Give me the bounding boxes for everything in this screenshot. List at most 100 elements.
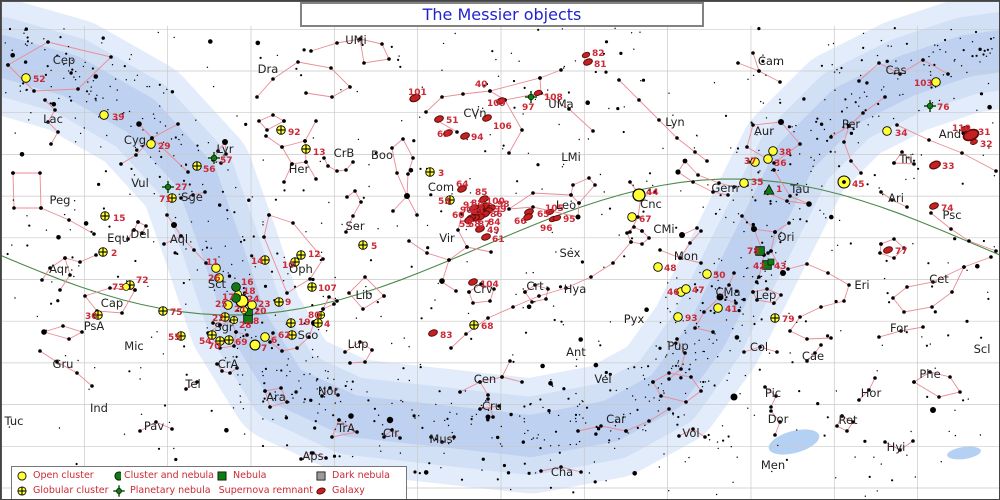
constellation-label-CrB: CrB bbox=[334, 146, 355, 160]
legend-item-nebula: Nebula bbox=[214, 469, 313, 483]
constellation-line-Crt bbox=[524, 284, 549, 303]
messier-label-M96: 96 bbox=[540, 224, 553, 234]
constellation-label-Ari: Ari bbox=[888, 191, 904, 205]
constellation-label-Cep: Cep bbox=[53, 53, 75, 67]
messier-object-M63 bbox=[443, 129, 453, 137]
constellation-line-Peg bbox=[12, 172, 42, 209]
legend-label: Galaxy bbox=[332, 485, 365, 496]
constellation-label-CMi: CMi bbox=[653, 222, 674, 236]
constellation-label-Col: Col bbox=[750, 340, 768, 354]
messier-label-M34: 34 bbox=[895, 129, 908, 139]
constellation-label-Boo: Boo bbox=[371, 148, 393, 162]
open-cluster-icon bbox=[17, 470, 27, 481]
constellation-label-Cyg: Cyg bbox=[124, 133, 146, 147]
ecliptic-line bbox=[1, 178, 999, 316]
constellation-label-Gru: Gru bbox=[53, 357, 74, 371]
constellation-line-Cap bbox=[84, 287, 136, 314]
messier-label-M18: 18 bbox=[243, 287, 256, 297]
messier-object-M66 bbox=[523, 213, 533, 221]
constellation-label-Vul: Vul bbox=[131, 176, 149, 190]
messier-label-M107: 107 bbox=[318, 284, 337, 294]
constellation-line-Boo bbox=[392, 195, 408, 212]
messier-label-M84: 84 bbox=[488, 218, 501, 228]
constellation-label-Hyi: Hyi bbox=[887, 440, 906, 454]
messier-label-M39: 39 bbox=[112, 113, 125, 123]
messier-label-M81: 81 bbox=[594, 60, 607, 70]
messier-label-M42: 42 bbox=[753, 262, 766, 272]
messier-label-M62: 62 bbox=[278, 331, 291, 341]
messier-object-M47 bbox=[681, 284, 691, 294]
legend-label: Supernova remnant bbox=[218, 485, 313, 496]
constellation-label-Her: Her bbox=[289, 162, 310, 176]
messier-label-M93: 93 bbox=[685, 314, 698, 324]
messier-label-M89: 89 bbox=[471, 207, 484, 217]
constellation-label-Ant: Ant bbox=[566, 345, 586, 359]
constellation-label-Cap: Cap bbox=[101, 296, 123, 310]
constellation-label-Men: Men bbox=[761, 458, 785, 472]
messier-object-M68 bbox=[469, 320, 479, 330]
messier-label-M29: 29 bbox=[158, 142, 171, 152]
messier-object-M105 bbox=[545, 208, 555, 216]
constellation-label-Sct: Sct bbox=[208, 277, 227, 291]
messier-object-M37 bbox=[750, 157, 760, 167]
messier-object-M25 bbox=[223, 300, 233, 310]
messier-label-M2: 2 bbox=[111, 249, 117, 259]
legend-item-open-cluster: Open cluster bbox=[14, 469, 111, 483]
messier-label-M106: 106 bbox=[493, 122, 512, 132]
messier-label-M65: 65 bbox=[537, 210, 550, 220]
constellation-label-Aps: Aps bbox=[302, 449, 323, 463]
messier-object-M101 bbox=[409, 93, 421, 103]
messier-label-M14: 14 bbox=[251, 257, 264, 267]
constellation-line-Aur bbox=[746, 121, 801, 164]
messier-object-M1 bbox=[763, 184, 775, 195]
messier-object-M6 bbox=[260, 332, 270, 342]
messier-object-M40 bbox=[482, 82, 489, 88]
messier-objects bbox=[21, 51, 980, 351]
messier-object-M64 bbox=[457, 185, 467, 193]
constellation-line-Boo bbox=[406, 195, 418, 216]
messier-label-M92: 92 bbox=[288, 128, 301, 138]
constellation-label-Aql: Aql bbox=[170, 232, 188, 246]
constellation-line-Peg bbox=[40, 207, 95, 235]
messier-object-M44 bbox=[632, 188, 646, 202]
constellation-line-Phe bbox=[913, 371, 961, 398]
messier-object-M57 bbox=[208, 152, 220, 164]
messier-object-M12 bbox=[296, 250, 306, 260]
constellation-line-Vir bbox=[441, 246, 492, 283]
messier-label-M35: 35 bbox=[751, 178, 764, 188]
messier-label-M26: 26 bbox=[208, 274, 221, 284]
constellation-label-Car: Car bbox=[606, 412, 626, 426]
constellation-label-Tri: Tri bbox=[898, 152, 912, 166]
messier-object-M55 bbox=[176, 331, 186, 341]
messier-object-M16 bbox=[231, 282, 241, 292]
constellation-line-Aql bbox=[163, 235, 182, 245]
constellation-line-Cen bbox=[501, 360, 511, 378]
messier-label-M38: 38 bbox=[779, 148, 792, 158]
messier-object-M10 bbox=[290, 257, 300, 267]
messier-object-M29 bbox=[146, 139, 156, 149]
constellation-line-Gem bbox=[677, 171, 729, 196]
legend-item-cluster-and-nebula: Cluster and nebula bbox=[111, 469, 214, 483]
messier-object-M7 bbox=[249, 339, 261, 351]
messier-object-M61 bbox=[481, 233, 491, 241]
messier-label-M80: 80 bbox=[308, 311, 321, 321]
constellation-line-Her bbox=[304, 120, 317, 142]
constellation-label-Hya: Hya bbox=[564, 282, 587, 296]
messier-object-M103 bbox=[931, 77, 941, 87]
messier-label-M108: 108 bbox=[544, 93, 563, 103]
constellation-line-Crv bbox=[468, 283, 495, 304]
constellation-label-Eri: Eri bbox=[854, 278, 869, 292]
dark-nebula-icon bbox=[316, 471, 326, 480]
constellation-label-Gem: Gem bbox=[711, 181, 738, 195]
constellation-name-labels: Cep Cas Cam UMi Dra UMa Lyn Aur Per And Tri Lac Cyg L… bbox=[4, 33, 991, 479]
messier-label-M49: 49 bbox=[487, 226, 500, 236]
messier-label-M76: 76 bbox=[937, 103, 950, 113]
constellation-line-Cam bbox=[752, 52, 760, 72]
messier-object-M26 bbox=[214, 273, 224, 283]
messier-object-M35 bbox=[739, 178, 749, 188]
messier-label-M85: 85 bbox=[475, 188, 488, 198]
messier-label-M88: 88 bbox=[471, 199, 484, 209]
